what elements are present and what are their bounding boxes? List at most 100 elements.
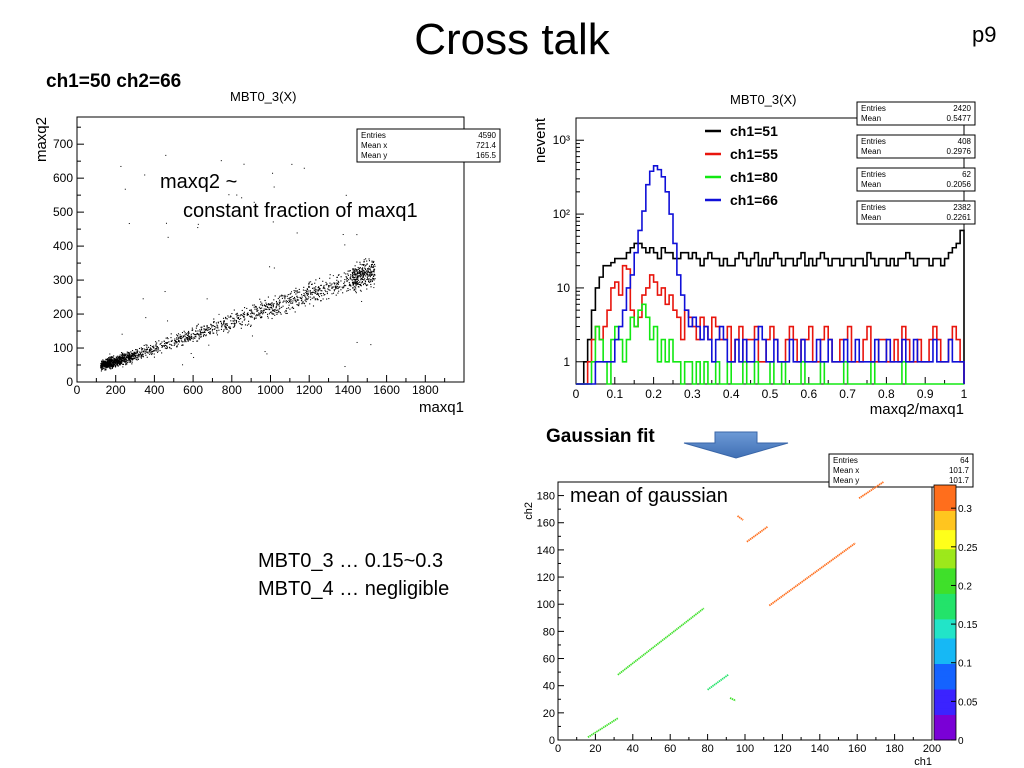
scatter-point [182,337,184,339]
scatter-point [209,331,211,333]
scatter-point [348,270,350,272]
scatter-point [151,351,154,353]
scatter-point [145,344,147,346]
scatter-point [203,329,205,331]
scatter-point [269,311,271,314]
scatter-point [192,329,194,331]
scatter-point [318,289,320,291]
scatter-point [199,329,201,331]
scatter-point [216,324,218,326]
scatter-point [229,326,231,328]
scatter-point [228,330,230,332]
scatter-point [215,322,217,324]
scatter-point [275,306,277,308]
scatter-point [266,353,268,355]
scatter-point [257,309,259,311]
scatter-point [200,326,202,328]
scatter-point [188,336,190,338]
scatter-point [321,290,323,292]
scatter-point [364,273,366,275]
hist-y-tick-label: 10² [553,207,570,221]
scatter-point [369,280,372,282]
scatter-point [134,355,137,358]
scatter-point [104,368,106,370]
scatter-point [111,357,113,359]
scatter-point [293,307,295,309]
scatter-point [334,286,336,288]
scatter-point [366,276,368,278]
scatter-point [118,356,120,358]
scatter-point [116,360,118,362]
scatter-point [106,366,109,368]
scatter-point [147,352,149,354]
scatter-point [121,354,123,356]
scatter-point [214,325,216,328]
hist-x-tick-label: 1 [961,387,968,401]
scatter-point [224,327,226,329]
scatter-point [107,363,109,365]
scatter-point [368,260,370,262]
scatter-point [288,304,290,306]
scatter-point [358,286,360,288]
scatter-point [340,276,342,278]
scatter-point [292,306,294,308]
scatter-point [326,283,328,285]
scatter-point [362,278,364,281]
scatter-point [224,325,226,327]
scatter-point [106,363,108,365]
scatter-point [101,363,103,365]
scatter-point [130,355,132,357]
scatter-point [368,267,370,269]
hist-x-tick-label: 0.7 [839,387,856,401]
scatter-point [261,311,263,313]
heat-palette-band [934,625,956,633]
scatter-point [308,283,310,285]
scatter-point [353,288,355,290]
scatter-x-tick-label: 400 [144,383,164,397]
scatter-point [140,355,142,357]
scatter-point [354,276,356,278]
scatter-point [326,293,328,295]
scatter-point [107,360,109,362]
scatter-point [328,286,330,288]
scatter-point [198,335,200,337]
scatter-point [229,327,231,329]
scatter-point [114,360,116,362]
scatter-point [208,344,210,346]
scatter-point [354,268,356,270]
scatter-point [161,345,163,347]
scatter-x-tick-label: 800 [222,383,242,397]
scatter-point [236,316,238,318]
scatter-point [278,311,280,313]
scatter-point [131,353,133,355]
scatter-point [373,275,375,278]
scatter-point [118,359,120,361]
scatter-point [193,356,195,358]
scatter-point [345,194,347,196]
scatter-point [250,313,252,315]
scatter-point [118,362,120,364]
scatter-point [354,273,356,275]
scatter-x-label: maxq1 [419,399,464,416]
scatter-point [124,355,126,358]
scatter-point [304,289,306,292]
scatter-point [329,289,331,291]
scatter-point [319,206,321,208]
scatter-point [220,160,222,162]
scatter-point [206,328,208,330]
scatter-point [109,360,111,362]
scatter-point [103,362,105,364]
scatter-point [165,347,167,350]
scatter-point [116,363,118,365]
scatter-point [164,342,166,345]
heat-palette-band [934,708,956,715]
scatter-point [335,286,337,288]
scatter-point [301,296,303,298]
scatter-point [145,350,147,352]
scatter-point [176,345,178,347]
scatter-point [200,332,202,334]
scatter-point [282,295,284,297]
scatter-point [111,365,113,367]
scatter-point [197,223,199,225]
hist-x-tick-label: 0.8 [878,387,895,401]
